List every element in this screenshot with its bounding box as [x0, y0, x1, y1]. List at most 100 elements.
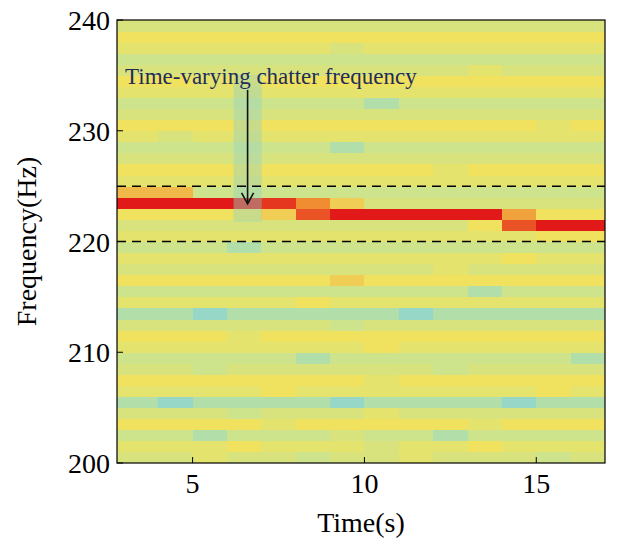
heatmap-cell — [158, 120, 193, 132]
heatmap-cell — [158, 374, 193, 386]
heatmap-cell — [433, 242, 468, 254]
heatmap-cell — [261, 419, 296, 431]
heatmap-cell — [502, 330, 537, 342]
heatmap-cell — [227, 275, 262, 287]
plot-frame — [117, 20, 605, 463]
heatmap-cell — [536, 197, 571, 209]
x-tick — [364, 457, 365, 463]
heatmap-cell — [296, 219, 331, 231]
heatmap-cell — [296, 242, 331, 254]
heatmap-cell — [502, 164, 537, 176]
heatmap-cell — [227, 430, 262, 442]
heatmap-cell — [296, 20, 331, 32]
heatmap-cell — [227, 408, 262, 420]
heatmap-cell — [468, 341, 503, 353]
heatmap-cell — [399, 341, 434, 353]
y-tick-label: 220 — [68, 227, 110, 258]
heatmap-cell — [261, 131, 296, 143]
y-tick-label: 230 — [68, 116, 110, 147]
annotation-text: Time-varying chatter frequency — [125, 64, 417, 89]
heatmap-cell — [296, 441, 331, 453]
heatmap-cell — [468, 230, 503, 242]
heatmap-cell — [399, 31, 434, 43]
heatmap-cell — [502, 219, 537, 231]
heatmap-cell — [364, 42, 399, 54]
heatmap-cell — [399, 352, 434, 364]
heatmap-cell — [227, 286, 262, 298]
heatmap-cell — [468, 175, 503, 187]
heatmap-cell — [399, 186, 434, 198]
heatmap-cell — [571, 430, 605, 442]
heatmap-cell — [261, 308, 296, 320]
heatmap-cell — [468, 452, 503, 463]
x-tick — [536, 457, 537, 463]
heatmap-cell — [571, 20, 605, 32]
heatmap-cell — [571, 197, 605, 209]
heatmap-cell — [502, 20, 537, 32]
heatmap-cell — [261, 31, 296, 43]
heatmap-cell — [536, 419, 571, 431]
heatmap-cell — [227, 397, 262, 409]
heatmap-cell — [571, 419, 605, 431]
heatmap-cell — [433, 75, 468, 87]
heatmap-cell — [433, 86, 468, 98]
heatmap-cell — [399, 230, 434, 242]
heatmap-cell — [261, 142, 296, 154]
heatmap-cell — [330, 374, 365, 386]
heatmap-cell — [399, 275, 434, 287]
heatmap-cell — [571, 64, 605, 76]
heatmap-cell — [468, 441, 503, 453]
annotation-arrowhead — [242, 193, 254, 204]
heatmap-cell — [571, 319, 605, 331]
heatmap-cell — [117, 330, 159, 342]
heatmap-cell — [227, 242, 262, 254]
heatmap-cell — [502, 397, 537, 409]
heatmap-cell — [364, 164, 399, 176]
heatmap-cell — [193, 208, 228, 220]
heatmap-cell — [399, 219, 434, 231]
heatmap-cell — [364, 297, 399, 309]
heatmap-cell — [117, 363, 159, 375]
heatmap-cell — [117, 374, 159, 386]
heatmap-cell — [536, 275, 571, 287]
heatmap-cell — [364, 319, 399, 331]
heatmap-cell — [433, 319, 468, 331]
heatmap-cell — [330, 264, 365, 276]
heatmap-cell — [571, 408, 605, 420]
heatmap-cell — [433, 352, 468, 364]
heatmap-cell — [468, 319, 503, 331]
heatmap-cell — [536, 20, 571, 32]
heatmap-cell — [296, 42, 331, 54]
heatmap-cell — [330, 297, 365, 309]
x-tick-label: 5 — [186, 468, 200, 499]
heatmap-cell — [571, 253, 605, 265]
heatmap-cell — [158, 31, 193, 43]
heatmap-cell — [117, 297, 159, 309]
heatmap-cell — [158, 219, 193, 231]
heatmap-cell — [117, 452, 159, 463]
heatmap-cell — [117, 186, 159, 198]
heatmap-cell — [399, 397, 434, 409]
heatmap-cell — [261, 219, 296, 231]
heatmap-cell — [536, 319, 571, 331]
heatmap-cell — [536, 374, 571, 386]
heatmap-cell — [117, 242, 159, 254]
heatmap-cell — [227, 31, 262, 43]
heatmap-cell — [536, 408, 571, 420]
heatmap-cell — [364, 142, 399, 154]
heatmap-cell — [261, 186, 296, 198]
heatmap-cell — [571, 297, 605, 309]
heatmap-cell — [364, 242, 399, 254]
heatmap-cell — [227, 330, 262, 342]
heatmap-cell — [433, 363, 468, 375]
heatmap-cell — [261, 330, 296, 342]
heatmap-cell — [502, 109, 537, 121]
heatmap-cell — [536, 75, 571, 87]
heatmap-cell — [193, 352, 228, 364]
heatmap-cell — [399, 297, 434, 309]
heatmap-cell — [536, 186, 571, 198]
heatmap-cell — [261, 153, 296, 165]
heatmap-cell — [330, 164, 365, 176]
heatmap-cell — [536, 441, 571, 453]
heatmap-cell — [117, 264, 159, 276]
